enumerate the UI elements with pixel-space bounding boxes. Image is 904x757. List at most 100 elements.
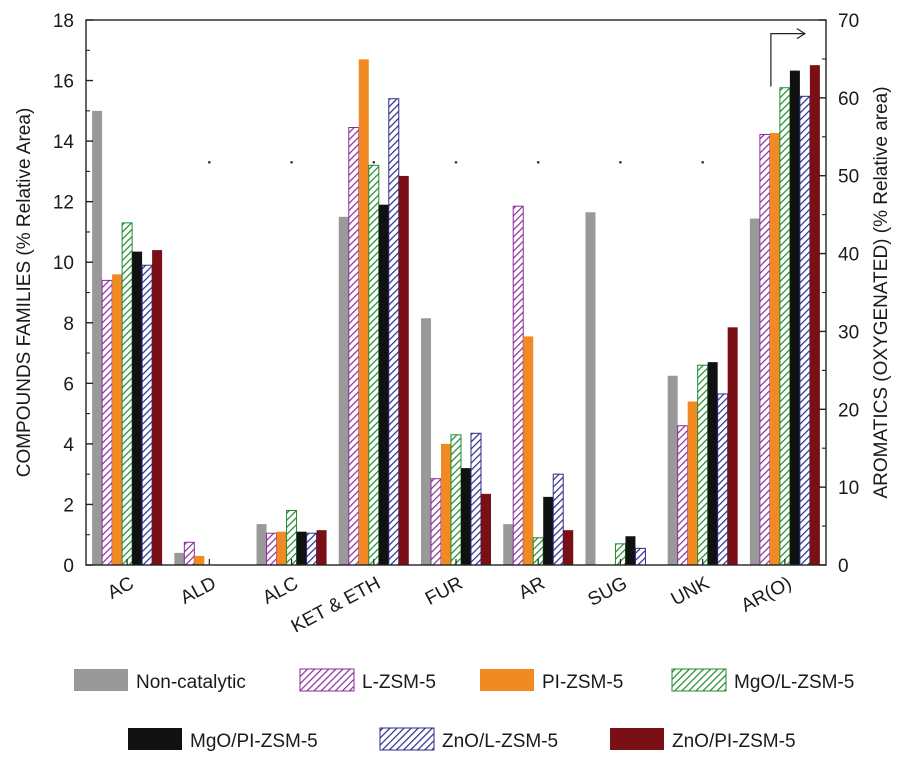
separator-dot (208, 161, 211, 164)
bar-ket-eth-mgo-l-zsm-5 (368, 164, 380, 566)
bar-unk-non-catalytic (667, 375, 678, 565)
legend-label-mgo-l-zsm-5: MgO/L-ZSM-5 (734, 672, 854, 693)
x-tick-label: UNK (668, 573, 714, 611)
y2-axis-title: AROMATICS (OXYGENATED) (% Relative area) (871, 86, 892, 498)
x-tick-label: ALD (177, 573, 220, 609)
y-tick-label: 0 (63, 556, 74, 577)
y2-tick-label: 20 (838, 400, 859, 421)
separator-dot (619, 161, 622, 164)
right-axis-arrow-head (796, 28, 807, 40)
legend-swatch-zno-l-zsm-5 (379, 727, 435, 751)
x-tick-label: FUR (422, 573, 466, 610)
y2-tick-label: 40 (838, 245, 859, 266)
bar-ac-zno-l-zsm-5 (141, 264, 153, 566)
y-tick-label: 18 (53, 11, 74, 32)
x-tick-label: AC (104, 573, 137, 604)
legend-swatch-zno-pi-zsm-5 (610, 728, 664, 750)
y2-tick-label: 10 (838, 478, 859, 499)
bar-fur-mgo-pi-zsm-5 (461, 468, 471, 565)
bar-ket-eth-non-catalytic (338, 216, 349, 565)
bar-unk-zno-l-zsm-5 (717, 393, 729, 566)
bar-alc-l-zsm-5 (266, 532, 278, 566)
y-tick-label: 8 (63, 314, 74, 335)
y-axis-title: COMPOUNDS FAMILIES (% Relative Area) (14, 108, 35, 478)
bar-ald-pi-zsm-5 (194, 555, 205, 565)
bar-ac-zno-pi-zsm-5 (152, 250, 163, 566)
bar-alc-zno-pi-zsm-5 (316, 530, 327, 565)
bar-ar-o-mgo-pi-zsm-5 (789, 70, 800, 566)
bar-ac-mgo-l-zsm-5 (121, 222, 133, 566)
legend-label-mgo-pi-zsm-5: MgO/PI-ZSM-5 (190, 731, 318, 752)
legend: Non-catalytic L-ZSM-5 PI-ZSM-5 MgO/L-ZSM-5 M… (74, 668, 854, 752)
bar-sug-non-catalytic (585, 212, 596, 565)
bar-fur-zno-l-zsm-5 (470, 432, 482, 566)
y-tick-label: 16 (53, 72, 74, 93)
bar-ac-non-catalytic (92, 110, 103, 565)
separator-dot (454, 161, 458, 164)
x-tick-label: SUG (585, 573, 631, 611)
x-tick-label: ALC (259, 573, 302, 609)
y2-tick-label: 30 (838, 322, 859, 343)
bar-ket-eth-zno-l-zsm-5 (388, 98, 400, 566)
y-tick-label: 4 (63, 435, 74, 456)
bar-alc-pi-zsm-5 (276, 531, 287, 565)
bar-sug-mgo-pi-zsm-5 (625, 536, 636, 565)
bar-ar-zno-l-zsm-5 (552, 473, 564, 566)
bar-unk-pi-zsm-5 (687, 401, 698, 565)
separator-dot (372, 161, 376, 164)
bar-fur-zno-pi-zsm-5 (481, 493, 491, 565)
bar-ac-pi-zsm-5 (112, 274, 123, 565)
right-axis-arrow (770, 33, 805, 87)
bar-ar-l-zsm-5 (512, 205, 524, 566)
legend-swatch-non-catalytic (74, 669, 128, 691)
bar-ar-zno-pi-zsm-5 (563, 530, 574, 565)
bar-unk-zno-pi-zsm-5 (727, 327, 738, 565)
bar-alc-zno-l-zsm-5 (306, 532, 318, 566)
x-tick-label: AR(O) (738, 573, 795, 617)
separator-dot (536, 161, 540, 164)
legend-label-l-zsm-5: L-ZSM-5 (362, 672, 436, 693)
bar-ket-eth-pi-zsm-5 (358, 59, 369, 566)
bar-ar-o-zno-pi-zsm-5 (809, 65, 820, 565)
bar-alc-non-catalytic (256, 524, 267, 566)
bar-ar-o-non-catalytic (749, 218, 760, 566)
y2-tick-label: 60 (838, 89, 859, 110)
separator-dot (701, 161, 704, 164)
bar-ac-mgo-pi-zsm-5 (132, 251, 143, 566)
bar-fur-pi-zsm-5 (441, 443, 451, 565)
bar-ar-o-pi-zsm-5 (769, 132, 780, 565)
y2-tick-label: 70 (838, 11, 859, 32)
bar-unk-mgo-pi-zsm-5 (707, 362, 718, 565)
bar-ket-eth-zno-pi-zsm-5 (398, 175, 409, 565)
bar-ar-mgo-pi-zsm-5 (543, 496, 554, 566)
bar-ac-l-zsm-5 (101, 279, 113, 566)
legend-swatch-pi-zsm-5 (480, 669, 534, 691)
bar-sug-zno-l-zsm-5 (634, 547, 646, 566)
bar-fur-non-catalytic (421, 318, 431, 565)
bar-ar-pi-zsm-5 (523, 336, 534, 565)
y-tick-label: 2 (63, 495, 74, 516)
legend-label-non-catalytic: Non-catalytic (136, 672, 246, 693)
y-tick-label: 6 (63, 374, 74, 395)
bar-ket-eth-l-zsm-5 (348, 126, 360, 566)
y-tick-label: 12 (53, 193, 74, 214)
bar-ar-non-catalytic (503, 524, 514, 566)
y2-tick-label: 50 (838, 167, 859, 188)
x-tick-label: AR (515, 573, 548, 604)
bar-unk-mgo-l-zsm-5 (697, 364, 709, 566)
separator-dot (290, 161, 293, 164)
bar-ar-o-l-zsm-5 (759, 133, 771, 566)
bar-fur-mgo-l-zsm-5 (450, 434, 462, 566)
bar-ket-eth-mgo-pi-zsm-5 (378, 204, 389, 565)
legend-swatch-l-zsm-5 (299, 668, 355, 692)
legend-label-zno-pi-zsm-5: ZnO/PI-ZSM-5 (672, 731, 796, 752)
bar-ald-non-catalytic (174, 552, 185, 565)
bar-ar-o-mgo-l-zsm-5 (779, 87, 791, 566)
bar-ald-l-zsm-5 (183, 541, 195, 566)
legend-swatch-mgo-pi-zsm-5 (128, 728, 182, 750)
bar-alc-mgo-l-zsm-5 (286, 510, 298, 566)
y-tick-label: 10 (53, 253, 74, 274)
legend-swatch-mgo-l-zsm-5 (671, 668, 727, 692)
bar-alc-mgo-pi-zsm-5 (296, 531, 307, 565)
